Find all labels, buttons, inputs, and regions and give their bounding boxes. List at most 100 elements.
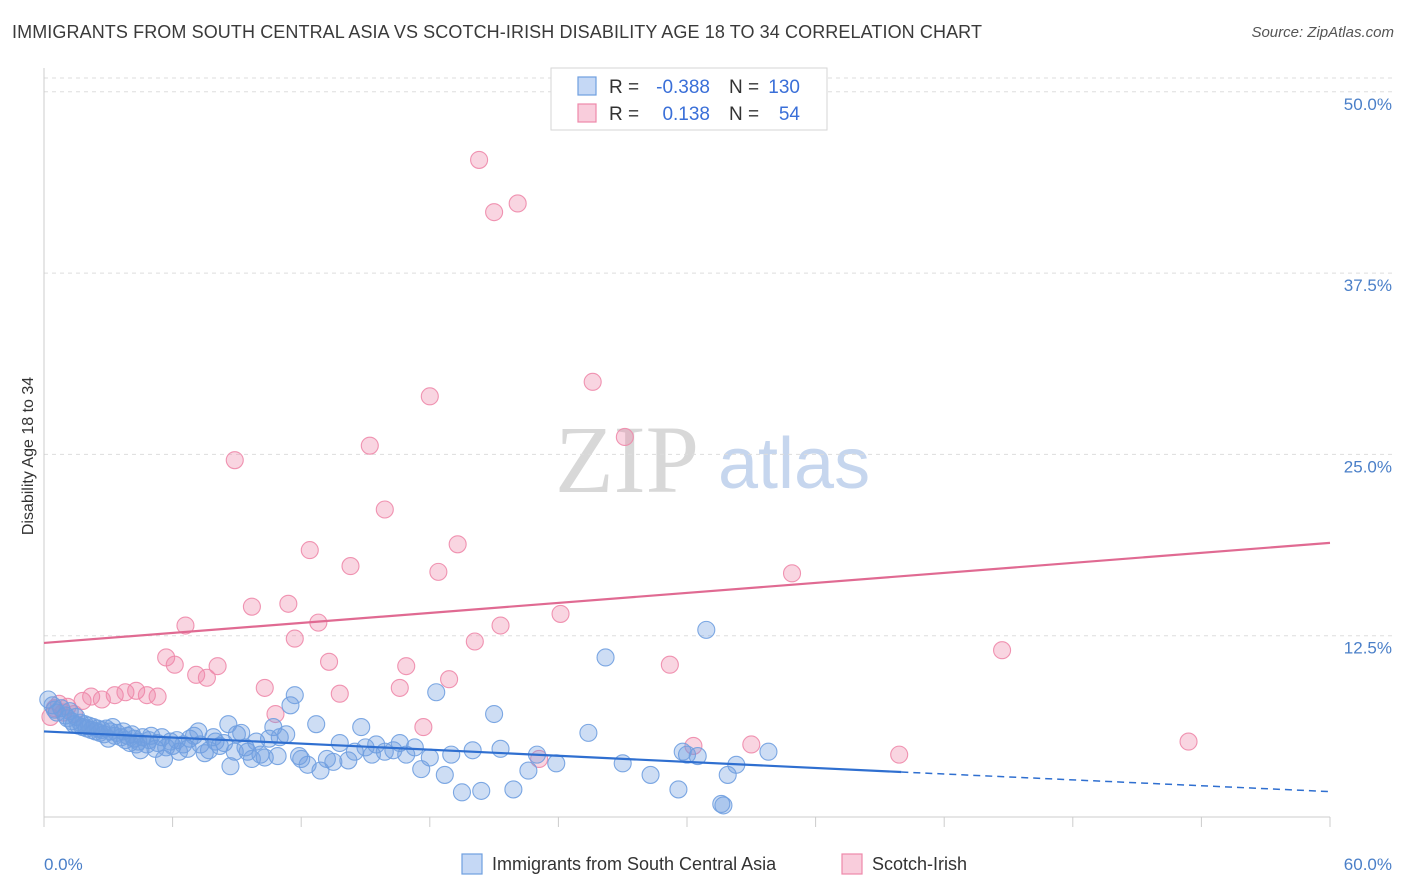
x-tick-label-min: 0.0% — [44, 855, 83, 874]
south-central-asia-point-106 — [442, 745, 461, 764]
scotch-irish-point-53 — [890, 745, 909, 764]
south-central-asia-point-81 — [281, 696, 300, 715]
scotch-irish-point-13 — [148, 687, 167, 706]
south-central-asia-point-120 — [669, 780, 688, 799]
scotch-irish-point-24 — [279, 594, 298, 613]
watermark: ZIP atlas — [555, 406, 870, 513]
south-central-asia-point-82 — [285, 686, 304, 705]
scotch-irish-point-43 — [491, 616, 510, 635]
legend-n-value-blue: 130 — [768, 77, 800, 98]
south-central-asia-point-90 — [330, 733, 349, 753]
scotch-irish-point-49 — [660, 655, 679, 674]
series-legend-label-blue: Immigrants from South Central Asia — [492, 854, 777, 874]
scotch-irish-point-16 — [176, 616, 195, 635]
south-central-asia-point-92 — [345, 742, 364, 761]
south-central-asia-point-93 — [352, 718, 371, 737]
south-central-asia-point-128 — [759, 742, 778, 761]
legend-n-label-pink: N = — [729, 104, 759, 125]
scotch-irish-point-39 — [448, 535, 467, 554]
south-central-asia-point-111 — [491, 739, 510, 758]
south-central-asia-point-105 — [435, 765, 454, 784]
legend-n-value-pink: 54 — [779, 104, 801, 125]
series-legend-swatch-blue — [461, 853, 483, 875]
legend-r-value-blue: -0.388 — [656, 77, 710, 98]
scotch-irish-point-48 — [615, 427, 634, 447]
south-central-asia-point-109 — [472, 781, 491, 800]
series-legend: Immigrants from South Central Asia Scotc… — [461, 853, 967, 875]
south-central-asia-point-80 — [277, 725, 296, 744]
scotch-irish-point-31 — [360, 436, 379, 455]
south-central-asia-point-129 — [714, 796, 733, 815]
scotch-irish-point-38 — [440, 670, 459, 689]
south-central-asia-point-123 — [688, 747, 707, 766]
legend-r-label-blue: R = — [609, 77, 639, 98]
scotch-irish-point-29 — [330, 684, 349, 703]
south-central-asia-point-115 — [547, 754, 566, 773]
y-tick-labels: 12.5% 25.0% 37.5% 50.0% — [1344, 95, 1392, 658]
south-central-asia-point-2 — [45, 700, 64, 719]
scotch-irish-point-6 — [73, 691, 92, 711]
scotch-irish-point-40 — [465, 632, 484, 651]
source-credit: Source: ZipAtlas.com — [1251, 24, 1394, 41]
scotch-irish-point-28 — [320, 652, 339, 671]
south-central-asia-point-67 — [225, 742, 244, 761]
trend-lines — [43, 541, 1331, 793]
south-central-asia-point-116 — [579, 723, 598, 742]
scotch-irish-point-22 — [255, 678, 274, 697]
legend-r-label-pink: R = — [609, 104, 639, 125]
scotch-irish-point-47 — [583, 372, 602, 391]
x-tick-labels: 0.0% 60.0% — [44, 855, 1392, 874]
south-central-asia-point-108 — [463, 741, 482, 760]
scotch-irish-point-33 — [390, 678, 409, 697]
south-central-asia-trend-line — [43, 730, 902, 774]
scotch-irish-point-17 — [187, 665, 206, 684]
scotch-irish-point-26 — [300, 541, 319, 560]
south-central-asia-points — [39, 620, 778, 815]
south-central-asia-point-107 — [452, 783, 472, 802]
scotch-irish-point-20 — [225, 451, 244, 470]
scotch-irish-point-52 — [782, 564, 802, 583]
grid-lines — [44, 77, 1392, 637]
scotch-irish-point-37 — [429, 562, 448, 581]
south-central-asia-point-78 — [268, 747, 287, 766]
south-central-asia-point-124 — [697, 620, 716, 639]
south-central-asia-trend-extension — [901, 771, 1331, 793]
scotch-irish-point-34 — [397, 657, 416, 676]
scotch-irish-point-42 — [485, 203, 504, 222]
scotch-irish-point-21 — [242, 597, 261, 616]
scotch-irish-point-55 — [1179, 732, 1198, 751]
series-legend-swatch-pink — [841, 853, 863, 875]
y-tick-label-1: 25.0% — [1344, 457, 1392, 476]
south-central-asia-point-89 — [324, 752, 343, 771]
south-central-asia-point-66 — [221, 757, 240, 776]
scotch-irish-point-36 — [420, 387, 439, 406]
south-central-asia-point-103 — [420, 748, 439, 767]
chart-title: IMMIGRANTS FROM SOUTH CENTRAL ASIA VS SC… — [12, 22, 983, 42]
y-tick-label-0: 12.5% — [1344, 639, 1392, 658]
south-central-asia-point-72 — [242, 749, 261, 769]
y-axis-title: Disability Age 18 to 34 — [20, 377, 37, 535]
scotch-irish-point-54 — [993, 641, 1012, 660]
scotch-irish-point-18 — [197, 668, 216, 687]
south-central-asia-point-119 — [641, 765, 660, 784]
scotch-irish-point-44 — [508, 194, 527, 213]
scotch-irish-trend-line — [43, 541, 1331, 645]
scotch-irish-point-25 — [285, 629, 304, 648]
y-tick-label-3: 50.0% — [1344, 95, 1392, 114]
south-central-asia-point-75 — [255, 748, 274, 767]
scotch-irish-point-7 — [82, 687, 101, 706]
south-central-asia-point-86 — [307, 715, 326, 734]
scotch-irish-point-15 — [165, 655, 184, 674]
legend-r-value-pink: 0.138 — [662, 104, 710, 125]
scotch-irish-point-41 — [470, 150, 489, 169]
watermark-zip: ZIP — [555, 406, 699, 513]
south-central-asia-point-87 — [311, 761, 330, 780]
scotch-irish-point-32 — [375, 500, 394, 519]
south-central-asia-point-113 — [519, 761, 538, 780]
legend-swatch-pink — [577, 103, 597, 123]
scotch-irish-point-30 — [341, 557, 360, 576]
scotch-irish-point-23 — [266, 704, 285, 724]
series-legend-label-pink: Scotch-Irish — [872, 854, 967, 874]
scotch-irish-point-51 — [742, 735, 761, 754]
